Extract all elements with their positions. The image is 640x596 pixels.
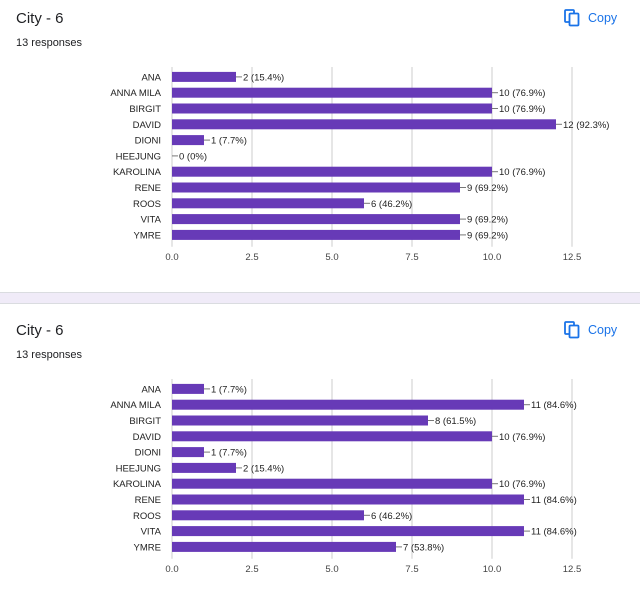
section-divider xyxy=(0,292,640,304)
category-label: YMRE xyxy=(134,542,161,553)
data-label: 10 (76.9%) xyxy=(499,88,545,99)
data-label: 8 (61.5%) xyxy=(435,416,476,427)
bar xyxy=(172,87,492,98)
bar xyxy=(172,431,492,442)
data-label: 9 (69.2%) xyxy=(467,215,508,226)
category-label: KAROLINA xyxy=(113,167,162,178)
bar xyxy=(172,447,204,458)
data-label: 12 (92.3%) xyxy=(563,120,609,131)
category-label: BIRGIT xyxy=(129,416,161,427)
bar xyxy=(172,198,364,209)
bar xyxy=(172,182,460,193)
response-count: 13 responses xyxy=(16,349,83,361)
copy-button[interactable]: Copy xyxy=(564,7,617,29)
bar xyxy=(172,541,396,552)
data-label: 1 (7.7%) xyxy=(211,136,247,147)
category-label: BIRGIT xyxy=(129,104,161,115)
copy-icon xyxy=(564,9,580,27)
category-label: ROOS xyxy=(133,511,161,522)
data-label: 11 (84.6%) xyxy=(531,495,577,506)
data-label: 2 (15.4%) xyxy=(243,72,284,83)
copy-label: Copy xyxy=(588,323,618,337)
response-count: 13 responses xyxy=(16,37,83,49)
category-label: ANA xyxy=(141,72,161,83)
category-label: RENE xyxy=(135,495,161,506)
bar xyxy=(172,510,364,521)
data-label: 1 (7.7%) xyxy=(211,448,247,459)
data-label: 10 (76.9%) xyxy=(499,104,545,115)
category-label: HEEJUNG xyxy=(116,463,161,474)
data-label: 10 (76.9%) xyxy=(499,432,545,443)
data-label: 10 (76.9%) xyxy=(499,167,545,178)
x-tick-label: 7.5 xyxy=(405,252,418,263)
bar xyxy=(172,166,492,177)
bar xyxy=(172,478,492,489)
bar xyxy=(172,229,460,240)
category-label: VITA xyxy=(141,527,162,538)
x-tick-label: 7.5 xyxy=(405,564,418,575)
data-label: 1 (7.7%) xyxy=(211,384,247,395)
question-title: City - 6 xyxy=(16,10,64,27)
x-tick-label: 12.5 xyxy=(563,252,582,263)
data-label: 9 (69.2%) xyxy=(467,183,508,194)
category-label: ANNA MILA xyxy=(110,400,161,411)
category-label: YMRE xyxy=(134,230,161,241)
bar-chart: ANA 1 (7.7%) ANNA MILA 11 (84.6%) BIRGIT 8 (6… xyxy=(110,379,582,575)
copy-icon xyxy=(564,321,580,339)
category-label: DAVID xyxy=(133,432,161,443)
x-tick-label: 0.0 xyxy=(165,252,178,263)
bar xyxy=(172,103,492,114)
question-title: City - 6 xyxy=(16,322,64,339)
category-label: HEEJUNG xyxy=(116,151,161,162)
category-label: ANA xyxy=(141,384,161,395)
category-label: VITA xyxy=(141,215,162,226)
bar xyxy=(172,494,524,505)
bar xyxy=(172,135,204,146)
x-tick-label: 12.5 xyxy=(563,564,582,575)
category-label: ROOS xyxy=(133,199,161,210)
copy-label: Copy xyxy=(588,11,618,25)
bar xyxy=(172,415,428,426)
category-label: DAVID xyxy=(133,120,161,131)
bar xyxy=(172,526,524,537)
category-label: RENE xyxy=(135,183,161,194)
x-tick-label: 10.0 xyxy=(483,252,502,263)
bar xyxy=(172,214,460,225)
data-label: 0 (0%) xyxy=(179,151,207,162)
question-card: City - 6 13 responses Copy ANA 1 (7.7%) AN… xyxy=(0,312,640,594)
bar xyxy=(172,119,556,130)
category-label: DIONI xyxy=(135,136,161,147)
bar xyxy=(172,462,236,473)
data-label: 2 (15.4%) xyxy=(243,463,284,474)
bar-chart: ANA 2 (15.4%) ANNA MILA 10 (76.9%) BIRGIT 10 … xyxy=(110,67,609,263)
x-tick-label: 2.5 xyxy=(245,564,258,575)
x-tick-label: 2.5 xyxy=(245,252,258,263)
bar xyxy=(172,71,236,82)
x-tick-label: 10.0 xyxy=(483,564,502,575)
data-label: 9 (69.2%) xyxy=(467,230,508,241)
question-card: City - 6 13 responses Copy ANA 2 (15.4%) A… xyxy=(0,0,640,282)
copy-button[interactable]: Copy xyxy=(564,319,617,341)
data-label: 6 (46.2%) xyxy=(371,511,412,522)
bar xyxy=(172,399,524,410)
data-label: 7 (53.8%) xyxy=(403,542,444,553)
data-label: 6 (46.2%) xyxy=(371,199,412,210)
category-label: KAROLINA xyxy=(113,479,162,490)
x-tick-label: 0.0 xyxy=(165,564,178,575)
x-tick-label: 5.0 xyxy=(325,564,338,575)
data-label: 10 (76.9%) xyxy=(499,479,545,490)
category-label: ANNA MILA xyxy=(110,88,161,99)
bar xyxy=(172,383,204,394)
category-label: DIONI xyxy=(135,448,161,459)
x-tick-label: 5.0 xyxy=(325,252,338,263)
data-label: 11 (84.6%) xyxy=(531,400,577,411)
data-label: 11 (84.6%) xyxy=(531,527,577,538)
